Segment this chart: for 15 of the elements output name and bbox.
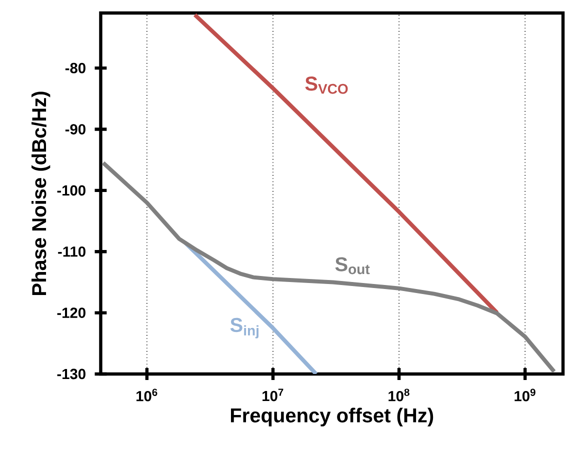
x-tick-label: 10$^{9}$: [514, 388, 536, 402]
x-tick-label: 10$^{6}$: [136, 388, 158, 402]
y-axis-title: Phase Noise (dBc/Hz): [32, 92, 50, 295]
y-tick-label: -90: [65, 124, 86, 134]
x-tick-label: 10$^{7}$: [262, 388, 284, 402]
x-tick-label: 10$^{8}$: [388, 388, 410, 402]
y-tick-label: -100: [57, 185, 86, 196]
y-tick-label: -120: [57, 308, 86, 318]
y-tick-label: -80: [65, 62, 86, 74]
x-axis-title: Frequency offset (Hz): [230, 408, 434, 426]
y-tick-label: -130: [57, 368, 86, 380]
series-label: S$_{VCO}$: [305, 76, 348, 94]
y-tick-label: -110: [58, 246, 86, 257]
series-label: S$_{out}$: [335, 257, 370, 274]
series-label: S$_{inj}$: [230, 318, 258, 338]
